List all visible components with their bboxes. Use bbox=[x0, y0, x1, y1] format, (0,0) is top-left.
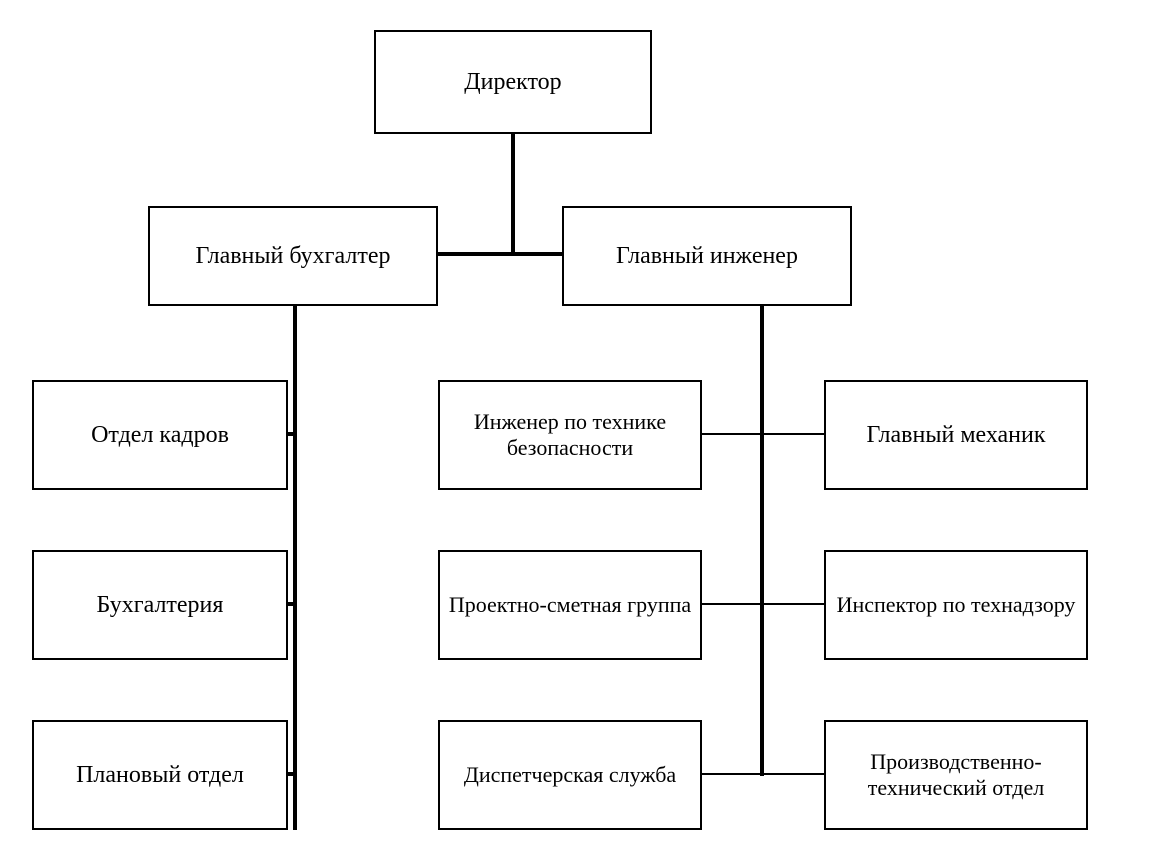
edge-e_eng_r2r bbox=[762, 603, 824, 605]
node-chief_mechanic: Главный механик bbox=[824, 380, 1088, 490]
edge-e_acc_plan bbox=[288, 772, 297, 776]
node-director: Директор bbox=[374, 30, 652, 134]
node-design_group: Проектно-сметная группа bbox=[438, 550, 702, 660]
edge-e_dir_down bbox=[511, 134, 515, 254]
edge-e_eng_r3r bbox=[762, 773, 824, 775]
node-chief_accountant: Главный бухгалтер bbox=[148, 206, 438, 306]
edge-e_eng_down bbox=[760, 306, 764, 776]
edge-e_acc_acc bbox=[288, 602, 297, 606]
edge-e_acc_hr bbox=[288, 432, 297, 436]
org-chart-canvas: Директор Главный бухгалтер Главный инженер… bbox=[0, 0, 1150, 864]
edge-e_acc_down bbox=[293, 306, 297, 830]
edge-e_eng_r1l bbox=[702, 433, 762, 435]
node-tech_inspector: Инспектор по технадзору bbox=[824, 550, 1088, 660]
node-hr: Отдел кадров bbox=[32, 380, 288, 490]
node-accounting: Бухгалтерия bbox=[32, 550, 288, 660]
node-prod_tech: Производственно-технический отдел bbox=[824, 720, 1088, 830]
node-chief_engineer: Главный инженер bbox=[562, 206, 852, 306]
edge-e_eng_r2l bbox=[702, 603, 762, 605]
edge-e_eng_r1r bbox=[762, 433, 824, 435]
node-safety_eng: Инженер по технике безопасности bbox=[438, 380, 702, 490]
node-dispatch: Диспетчерская служба bbox=[438, 720, 702, 830]
edge-e_l2_h bbox=[438, 252, 562, 256]
node-planning: Плановый отдел bbox=[32, 720, 288, 830]
edge-e_eng_r3l bbox=[702, 773, 762, 775]
